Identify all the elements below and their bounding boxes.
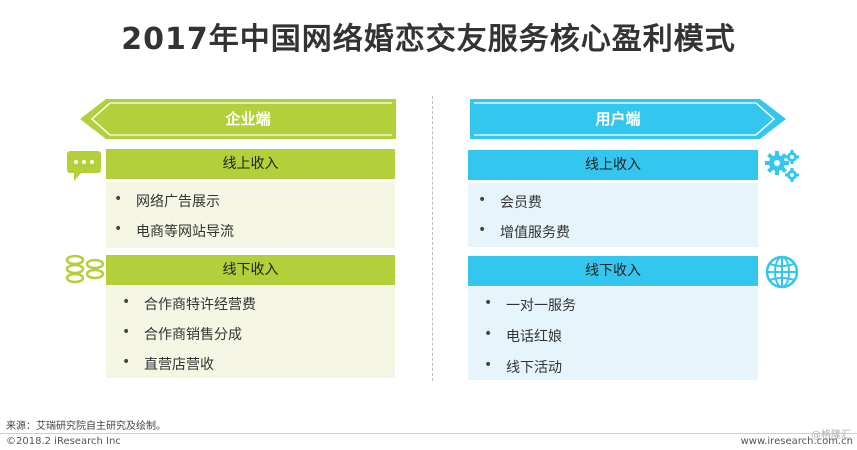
enterprise-online-bar: 线上收入 [106,149,395,179]
gears-icon [764,149,802,189]
footer-divider [0,433,857,434]
user-header-arrow [470,99,786,139]
enterprise-header-arrow [80,99,396,139]
list-item: 网络广告展示 [114,191,220,211]
center-divider [432,96,433,381]
user-header-label: 用户端 [595,110,641,128]
page-title: 2017年中国网络婚恋交友服务核心盈利模式 [121,22,736,57]
enterprise-header-label: 企业端 [225,110,271,128]
watermark: @格隆汇 [811,430,851,441]
list-item: 合作商特许经营费 [122,294,256,314]
list-item: 增值服务费 [478,222,570,242]
list-item: 电话红娘 [484,326,562,346]
list-item: 合作商销售分成 [122,324,242,344]
enterprise-header: 企业端 [80,99,396,139]
list-item: 线下活动 [484,357,562,377]
enterprise-online-panel: 网络广告展示 电商等网站导流 [106,182,395,248]
list-item: 电商等网站导流 [114,221,234,241]
list-item: 一对一服务 [484,295,576,315]
copyright-text: ©2018.2 iResearch Inc [6,436,121,447]
enterprise-offline-panel: 合作商特许经营费 合作商销售分成 直营店营收 [106,286,395,378]
site-url: www.iresearch.com.cn [740,436,853,447]
list-item: 直营店营收 [122,354,214,374]
user-offline-panel: 一对一服务 电话红娘 线下活动 [468,287,758,380]
user-online-bar: 线上收入 [468,150,758,180]
list-item: 会员费 [478,192,542,212]
user-header: 用户端 [470,99,786,139]
chat-bubble-icon [66,150,102,186]
enterprise-offline-bar: 线下收入 [106,255,395,285]
source-note: 来源：艾瑞研究院自主研究及绘制。 [6,421,166,432]
chain-links-icon [64,252,106,290]
user-online-panel: 会员费 增值服务费 [468,183,758,247]
globe-icon [764,254,800,294]
user-offline-bar: 线下收入 [468,256,758,286]
